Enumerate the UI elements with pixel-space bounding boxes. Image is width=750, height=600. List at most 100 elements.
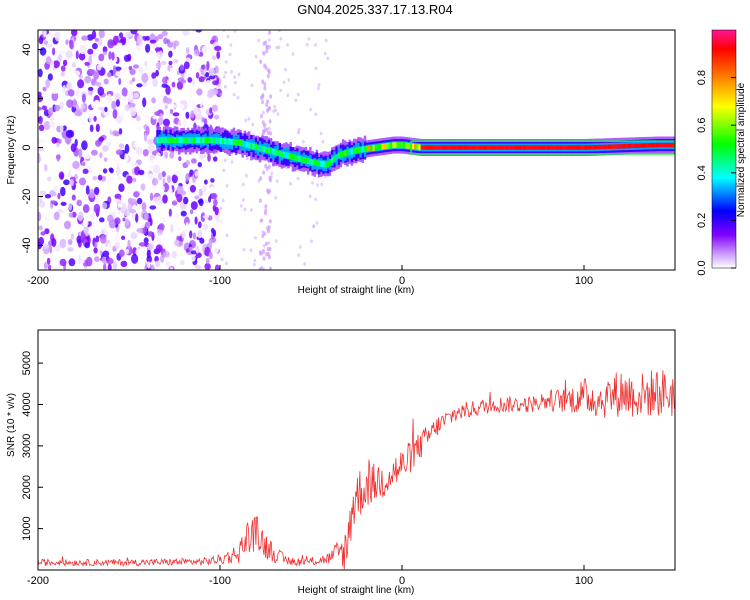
heatmap-ridge-core <box>490 145 493 150</box>
heatmap-speckle <box>262 256 266 261</box>
heatmap-ridge-core <box>665 142 668 148</box>
heatmap-speckle <box>38 262 41 269</box>
heatmap-speckle <box>169 104 177 109</box>
heatmap-speckle <box>71 194 76 201</box>
heatmap-ridge-core <box>433 145 437 150</box>
heatmap-speckle <box>138 66 144 74</box>
heatmap-speckle <box>236 95 240 100</box>
heatmap-speckle <box>188 101 196 107</box>
heatmap-speckle <box>154 111 161 116</box>
heatmap-ridge-core <box>337 152 340 159</box>
heatmap-speckle <box>50 177 56 188</box>
heatmap-speckle <box>307 37 311 41</box>
heatmap-speckle <box>165 97 172 105</box>
heatmap-speckle <box>268 126 271 131</box>
heatmap-speckle <box>172 112 180 117</box>
heatmap-speckle <box>136 83 143 88</box>
heatmap-ridge-core <box>586 145 589 150</box>
heatmap-speckle <box>224 70 228 75</box>
snr-x-ticks: -200 -100 0 100 <box>27 565 593 587</box>
heatmap-speckle <box>77 132 82 138</box>
heatmap-ridge-core <box>536 145 539 150</box>
heatmap-speckle <box>88 188 96 199</box>
heatmap-speckle <box>206 32 212 39</box>
heatmap-speckle <box>114 92 121 102</box>
heatmap-speckle <box>182 30 190 36</box>
heatmap-speckle <box>192 232 197 240</box>
heatmap-ridge-core <box>311 159 314 166</box>
heatmap-speckle <box>126 90 134 100</box>
heatmap-speckle <box>262 250 265 255</box>
heatmap-speckle <box>165 85 171 96</box>
heatmap-speckle <box>267 254 271 260</box>
heatmap-speckle <box>47 176 52 182</box>
heatmap-speckle <box>250 208 253 212</box>
heatmap-speckle <box>136 227 143 233</box>
heatmap-ridge-core <box>431 145 434 150</box>
heatmap-speckle <box>115 240 120 251</box>
heatmap-speckle <box>77 79 85 89</box>
heatmap-speckle <box>122 46 127 52</box>
heatmap-speckle <box>133 191 140 198</box>
heatmap-speckle <box>42 139 46 144</box>
heatmap-speckle <box>226 34 230 39</box>
heatmap-ridge-core <box>499 145 502 150</box>
heatmap-speckle <box>42 86 47 92</box>
heatmap-ridge-core <box>189 137 192 144</box>
heatmap-speckle <box>132 177 137 183</box>
heatmap-speckle <box>157 172 163 181</box>
heatmap-speckle <box>212 80 219 86</box>
heatmap-speckle <box>38 36 44 45</box>
heatmap-speckle <box>202 223 209 231</box>
snr-series-line <box>38 370 675 570</box>
heatmap-ridge-core <box>230 139 233 145</box>
heatmap-speckle <box>264 241 268 247</box>
heatmap-speckle <box>210 178 215 183</box>
heatmap-speckle <box>106 176 114 184</box>
heatmap-speckle <box>237 72 241 77</box>
heatmap-ridge-core <box>283 151 286 158</box>
heatmap-speckle <box>71 30 78 37</box>
heatmap-speckle <box>177 120 182 127</box>
heatmap-speckle <box>102 250 110 258</box>
heatmap-speckle <box>291 52 295 56</box>
heatmap-ridge-core <box>514 145 517 150</box>
heatmap-speckle <box>118 78 122 85</box>
heatmap-speckle <box>261 50 265 55</box>
heatmap-speckle <box>56 209 64 214</box>
snr-y-tick-label: 2000 <box>21 475 33 499</box>
heatmap-speckle <box>84 75 92 84</box>
heatmap-speckle <box>185 160 190 166</box>
heatmap-speckle <box>263 86 267 91</box>
heatmap-ridge-core <box>619 144 622 149</box>
heatmap-speckle <box>129 68 136 76</box>
heatmap-speckle <box>217 84 222 90</box>
heatmap-ridge-core <box>272 148 275 155</box>
heatmap-frame <box>37 29 676 271</box>
heatmap-speckle <box>195 252 202 258</box>
heatmap-ridge-core <box>407 142 410 149</box>
heatmap-speckle <box>162 177 166 185</box>
heatmap-speckle <box>96 64 102 71</box>
heatmap-speckle <box>201 185 207 193</box>
heatmap-ridge-core <box>599 144 603 150</box>
heatmap-speckle <box>106 257 114 265</box>
heatmap-speckle <box>126 175 133 184</box>
heatmap-speckle <box>60 124 64 133</box>
heatmap-speckle <box>197 162 202 168</box>
heatmap-x-tick-label: -100 <box>209 275 231 287</box>
heatmap-ridge-core <box>376 144 380 151</box>
heatmap-speckle <box>145 35 151 41</box>
heatmap-ridge-core <box>569 145 572 150</box>
heatmap-speckle <box>99 217 105 223</box>
heatmap-speckle <box>98 246 104 251</box>
heatmap-speckle <box>211 192 218 200</box>
heatmap-ridge-core <box>601 144 605 150</box>
heatmap-speckle <box>113 198 121 204</box>
heatmap-ridge-core <box>595 145 598 150</box>
heatmap-ridge-core <box>352 148 356 154</box>
heatmap-ridge-core <box>403 142 406 149</box>
heatmap-ridge-core <box>280 151 284 158</box>
heatmap-speckle <box>66 99 74 108</box>
heatmap-speckle <box>65 39 69 45</box>
